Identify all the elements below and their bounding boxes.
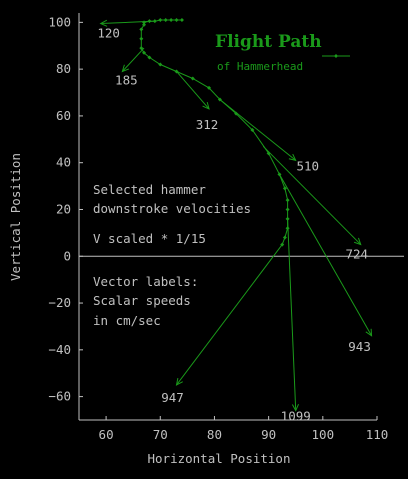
vector-note-line-3: in cm/sec — [93, 313, 161, 328]
flight-path-point — [282, 186, 287, 191]
flight-path-point — [163, 18, 168, 23]
axes — [78, 13, 404, 421]
y-tick-label: 0 — [63, 248, 71, 263]
x-tick-label: 100 — [312, 427, 335, 442]
velocity-arrowhead — [99, 19, 108, 27]
flight-path-point — [142, 22, 147, 27]
flight-path-point — [158, 62, 163, 67]
velocity-arrowhead — [353, 237, 362, 246]
velocity-vector — [100, 20, 155, 25]
flight-path-point — [179, 18, 184, 23]
flight-path-point — [234, 111, 239, 116]
velocity-label: 724 — [345, 247, 368, 262]
velocity-label: 312 — [196, 117, 219, 132]
flight-path-series — [139, 18, 290, 247]
velocity-vector — [121, 47, 145, 72]
flight-path-point — [250, 127, 255, 132]
flight-path-point — [190, 76, 195, 81]
x-tick-label: 80 — [207, 427, 222, 442]
y-tick-label: 60 — [56, 108, 71, 123]
y-tick-label: −40 — [48, 342, 71, 357]
velocity-label: 947 — [161, 390, 184, 405]
y-tick-label: 100 — [48, 14, 71, 29]
velocity-vector — [262, 145, 362, 245]
velocity-arrowhead — [121, 64, 130, 73]
velocity-vector — [287, 218, 297, 411]
y-tick-label: 20 — [56, 201, 71, 216]
x-tick-label: 70 — [153, 427, 168, 442]
velocity-label: 943 — [348, 339, 371, 354]
velocity-arrowhead — [288, 153, 297, 162]
flight-path-point — [285, 198, 290, 203]
legend-marker — [334, 54, 338, 58]
flight-path-point — [147, 55, 152, 60]
flight-path-point — [158, 18, 163, 23]
velocity-note-line-2: downstroke velocities — [93, 201, 251, 216]
velocity-vector — [219, 99, 297, 161]
velocity-arrowhead — [365, 328, 373, 337]
flight-path-point — [282, 235, 287, 240]
y-tick-label: −20 — [48, 295, 71, 310]
y-tick-label: 80 — [56, 61, 71, 76]
x-tick-label: 60 — [99, 427, 114, 442]
velocity-label: 120 — [97, 26, 120, 41]
x-axis-label: Horizontal Position — [148, 451, 291, 466]
flight-path-point — [174, 18, 179, 23]
x-tick-label: 110 — [366, 427, 389, 442]
velocity-arrowhead — [202, 102, 210, 110]
flight-path-point — [285, 207, 290, 212]
tick-labels: 60 70 80 90 100 110 100 80 60 40 20 0 −20 −40 −60 — [48, 14, 388, 442]
x-tick-label: 90 — [261, 427, 276, 442]
chart-subtitle: of Hammerhead — [217, 60, 303, 73]
flight-path-point — [207, 85, 212, 90]
velocity-arrowhead — [175, 377, 183, 386]
velocity-label: 510 — [296, 158, 319, 173]
flight-path-point — [142, 50, 147, 55]
velocity-vector — [176, 244, 283, 386]
vector-note-line-2: Scalar speeds — [93, 293, 191, 308]
y-tick-label: 40 — [56, 155, 71, 170]
vector-note-line-1: Vector labels: — [93, 274, 198, 289]
velocity-vector — [176, 71, 210, 110]
velocity-vector — [279, 174, 373, 337]
flight-path-point — [169, 18, 174, 23]
velocity-label: 185 — [115, 72, 138, 87]
y-tick-label: −60 — [48, 389, 71, 404]
velocity-label: 1099 — [281, 409, 311, 424]
chart-title: Flight Path — [215, 32, 322, 52]
flight-path-point — [139, 46, 144, 51]
velocity-note-line-1: Selected hammer — [93, 182, 206, 197]
velocity-arrowhead — [291, 404, 299, 412]
flight-path-point — [139, 27, 144, 32]
y-axis-label: Vertical Position — [8, 153, 23, 281]
annotations: Selected hammer downstroke velocities V sc… — [93, 182, 251, 328]
velocity-note-line-3: V scaled * 1/15 — [93, 231, 206, 246]
flight-path-point — [139, 36, 144, 41]
velocity-vectors: 120 185 312 510 724 943 1099 947 — [97, 19, 373, 424]
